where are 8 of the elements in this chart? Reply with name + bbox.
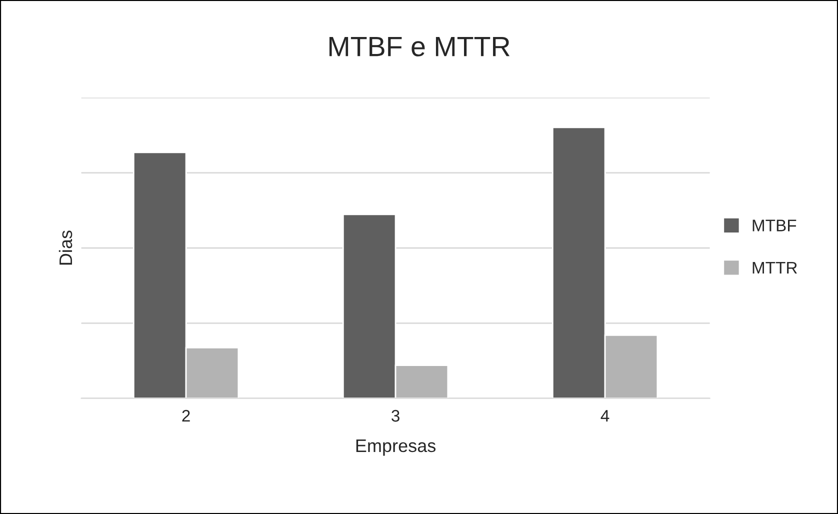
y-axis-title: Dias: [58, 230, 72, 265]
x-axis-title: Empresas: [356, 440, 436, 456]
legend-label: MTTR: [752, 262, 797, 274]
x-tick-label: 4: [600, 410, 610, 422]
x-tick-label: 3: [392, 410, 400, 422]
x-tick-label: 2: [182, 410, 190, 422]
legend-label: MTBF: [752, 220, 796, 232]
chart-title: MTBF e MTTR: [329, 37, 510, 56]
